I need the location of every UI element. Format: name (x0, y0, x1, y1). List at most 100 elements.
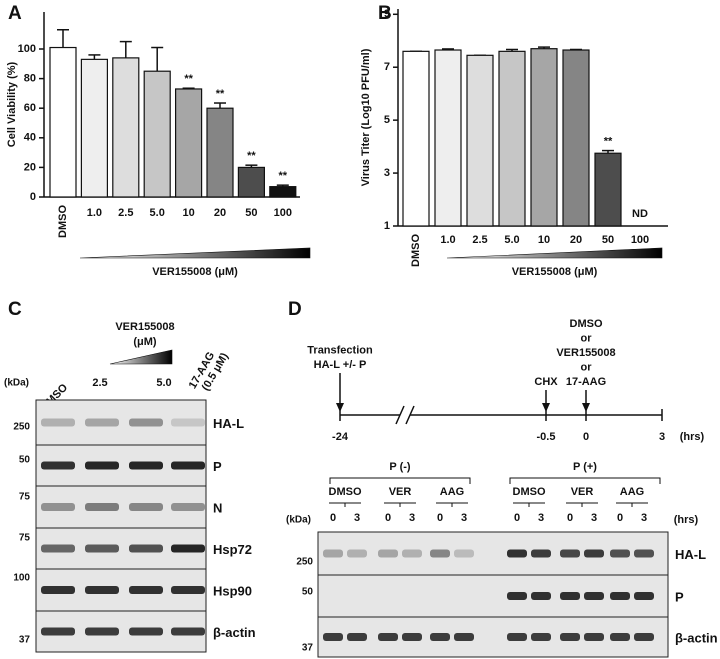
protein-label: HA-L (213, 416, 244, 431)
x-tick-label: 50 (602, 234, 614, 246)
dose-wedge (109, 349, 173, 365)
bar (434, 49, 462, 227)
blot-band (634, 592, 654, 600)
concentration-wedge (446, 247, 663, 259)
y-tick-label: 60 (24, 102, 36, 114)
group-bracket (329, 477, 471, 484)
protein-label: Hsp72 (213, 542, 252, 557)
lane-label: 5.0 (156, 377, 171, 389)
blot-band (454, 633, 474, 641)
blot-strip (317, 574, 669, 618)
annotation: ** (184, 73, 193, 85)
panel-label: C (8, 299, 22, 320)
bar (206, 107, 234, 198)
blot-strip (35, 485, 207, 529)
annotation: ** (216, 88, 225, 100)
blot-band (85, 586, 119, 594)
treatment-label: VER (571, 486, 594, 498)
time-label: 3 (354, 512, 360, 524)
blot-band (323, 549, 343, 558)
protein-label: N (213, 500, 222, 515)
x-tick-label: 20 (214, 207, 226, 219)
event-label: 17-AAG (566, 376, 606, 388)
blot-band (560, 592, 580, 600)
bar (175, 88, 203, 198)
time-label: 0 (330, 512, 336, 524)
blot-band (171, 461, 205, 470)
blot-band (531, 549, 551, 558)
blot-strip (317, 531, 669, 576)
x-tick-label: DMSO (410, 234, 422, 267)
blot-band (584, 633, 604, 641)
blot-band (430, 549, 450, 558)
blot-band (129, 503, 163, 511)
break-mark (395, 405, 405, 425)
blot-band (41, 544, 75, 553)
blot-band (85, 544, 119, 553)
blot-band (610, 592, 630, 600)
blot-band (129, 418, 163, 427)
time-tick-label: -24 (332, 431, 349, 443)
treatment-label: VER (389, 486, 412, 498)
blot-band (85, 461, 119, 470)
time-label: 3 (538, 512, 544, 524)
time-unit: (hrs) (674, 514, 699, 526)
y-tick-label: 40 (24, 132, 36, 144)
blot-band (41, 418, 75, 427)
kda-label: (kDa) (4, 378, 29, 389)
bar (594, 152, 622, 227)
y-axis-label: Virus Titer (Log10 PFU/ml) (360, 48, 372, 186)
protein-label: P (675, 589, 684, 604)
blot-band (610, 549, 630, 558)
blot-band (41, 586, 75, 594)
bar (49, 46, 77, 198)
x-tick-label: 100 (274, 207, 292, 219)
time-label: 0 (617, 512, 623, 524)
x-tick-label: 5.0 (504, 234, 519, 246)
x-tick-label: 2.5 (472, 234, 487, 246)
blot-band (171, 586, 205, 594)
arrow-head (582, 403, 590, 412)
event-label: VER155008 (556, 347, 615, 359)
blot-band (85, 627, 119, 636)
blot-band (634, 633, 654, 641)
time-tick-label: 0 (583, 431, 589, 443)
treatment-label: DMSO (513, 486, 546, 498)
x-tick-label: DMSO (57, 205, 69, 238)
mw-marker: 50 (302, 587, 314, 598)
blot-band (531, 633, 551, 641)
blot-band (560, 633, 580, 641)
panel-label: A (8, 3, 22, 24)
blot-band (347, 633, 367, 641)
blot-band (129, 544, 163, 553)
event-label: or (581, 361, 593, 373)
time-label: 3 (591, 512, 597, 524)
x-tick-label: 20 (570, 234, 582, 246)
mw-marker: 250 (13, 422, 30, 433)
protein-label: HA-L (675, 547, 706, 562)
bar (269, 186, 297, 198)
y-tick-label: 9 (384, 8, 390, 20)
x-tick-label: 100 (631, 234, 649, 246)
blot-band (171, 544, 205, 553)
mw-marker: 75 (19, 492, 31, 503)
group-bracket (509, 477, 661, 484)
panel-label: D (288, 299, 302, 320)
blot-band (402, 549, 422, 558)
blot-band (378, 633, 398, 641)
blot-band (560, 549, 580, 558)
annotation: ND (632, 208, 648, 220)
event-label: Transfection (307, 344, 373, 356)
protein-label: Hsp90 (213, 583, 252, 598)
x-tick-label: 50 (245, 207, 257, 219)
blot-band (430, 633, 450, 641)
blot-band (129, 461, 163, 470)
bar (466, 54, 494, 227)
time-label: 0 (514, 512, 520, 524)
y-tick-label: 5 (384, 114, 390, 126)
blot-band (85, 503, 119, 511)
blot-band (507, 633, 527, 641)
bar (498, 50, 526, 227)
blot-band (507, 549, 527, 558)
